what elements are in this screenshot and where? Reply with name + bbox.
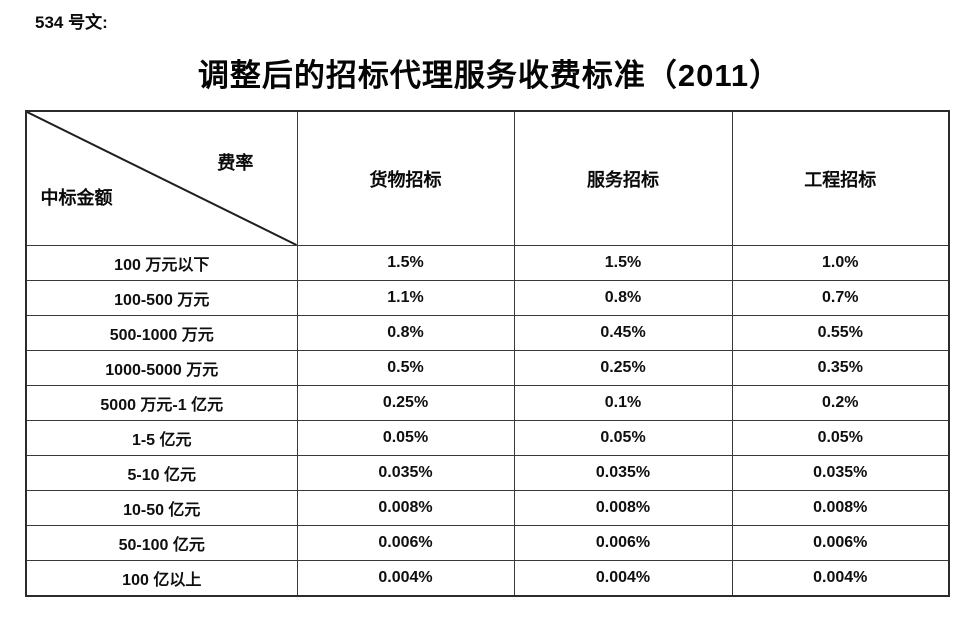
column-header-service-bidding: 服务招标 <box>513 110 733 246</box>
table-row: 5000 万元-1 亿元 0.25% 0.1% 0.2% <box>25 385 950 421</box>
column-header-engineering-bidding: 工程招标 <box>731 110 950 246</box>
rate-cell: 0.05% <box>296 420 515 456</box>
row-label: 10-50 亿元 <box>25 490 298 526</box>
column-header-goods-bidding: 货物招标 <box>296 110 515 246</box>
fee-table: 费率 中标金额 货物招标 服务招标 工程招标 100 万元以下 1.5% 1.5… <box>25 110 950 597</box>
rate-cell: 0.1% <box>513 385 733 421</box>
row-label: 500-1000 万元 <box>25 315 298 351</box>
rate-cell: 0.45% <box>513 315 733 351</box>
table-row: 10-50 亿元 0.008% 0.008% 0.008% <box>25 490 950 526</box>
row-label: 5000 万元-1 亿元 <box>25 385 298 421</box>
header-row: 费率 中标金额 货物招标 服务招标 工程招标 <box>25 110 950 246</box>
row-label: 100 万元以下 <box>25 245 298 281</box>
table-row: 50-100 亿元 0.006% 0.006% 0.006% <box>25 525 950 561</box>
rate-cell: 0.006% <box>513 525 733 561</box>
diagonal-divider-line <box>27 112 297 245</box>
rate-cell: 0.35% <box>731 350 950 386</box>
corner-header-cell: 费率 中标金额 <box>25 110 298 246</box>
row-label: 1-5 亿元 <box>25 420 298 456</box>
rate-cell: 0.7% <box>731 280 950 316</box>
rate-cell: 0.8% <box>296 315 515 351</box>
page-title: 调整后的招标代理服务收费标准（2011） <box>197 58 782 93</box>
rate-cell: 0.035% <box>296 455 515 491</box>
rate-cell: 0.006% <box>731 525 950 561</box>
table-row: 500-1000 万元 0.8% 0.45% 0.55% <box>25 315 950 351</box>
rate-cell: 1.1% <box>296 280 515 316</box>
rate-cell: 0.004% <box>731 560 950 596</box>
rate-cell: 0.006% <box>296 525 515 561</box>
rate-cell: 0.008% <box>731 490 950 526</box>
rate-cell: 0.25% <box>296 385 515 421</box>
rate-cell: 1.5% <box>296 245 515 281</box>
rate-cell: 0.004% <box>296 560 515 596</box>
rate-cell: 0.035% <box>731 455 950 491</box>
rate-cell: 0.2% <box>731 385 950 421</box>
rate-cell: 0.004% <box>513 560 733 596</box>
corner-label-rate: 费率 <box>217 153 254 174</box>
rate-cell: 0.05% <box>513 420 733 456</box>
rate-cell: 0.8% <box>513 280 733 316</box>
rate-cell: 0.05% <box>731 420 950 456</box>
table-row: 1-5 亿元 0.05% 0.05% 0.05% <box>25 420 950 456</box>
rate-cell: 0.25% <box>513 350 733 386</box>
row-label: 50-100 亿元 <box>25 525 298 561</box>
table-row: 100 亿以上 0.004% 0.004% 0.004% <box>25 560 950 596</box>
table-row: 100 万元以下 1.5% 1.5% 1.0% <box>25 245 950 281</box>
table-row: 100-500 万元 1.1% 0.8% 0.7% <box>25 280 950 316</box>
rate-cell: 1.5% <box>513 245 733 281</box>
row-label: 1000-5000 万元 <box>25 350 298 386</box>
corner-label-bid-amount: 中标金额 <box>40 187 113 208</box>
doc-ref-label: 534 号文: <box>35 13 108 32</box>
table-row: 5-10 亿元 0.035% 0.035% 0.035% <box>25 455 950 491</box>
row-label: 5-10 亿元 <box>25 455 298 491</box>
rate-cell: 0.008% <box>513 490 733 526</box>
row-label: 100 亿以上 <box>25 560 298 596</box>
rate-cell: 0.55% <box>731 315 950 351</box>
rate-cell: 1.0% <box>731 245 950 281</box>
table-row: 1000-5000 万元 0.5% 0.25% 0.35% <box>25 350 950 386</box>
rate-cell: 0.008% <box>296 490 515 526</box>
rate-cell: 0.035% <box>513 455 733 491</box>
rate-cell: 0.5% <box>296 350 515 386</box>
row-label: 100-500 万元 <box>25 280 298 316</box>
